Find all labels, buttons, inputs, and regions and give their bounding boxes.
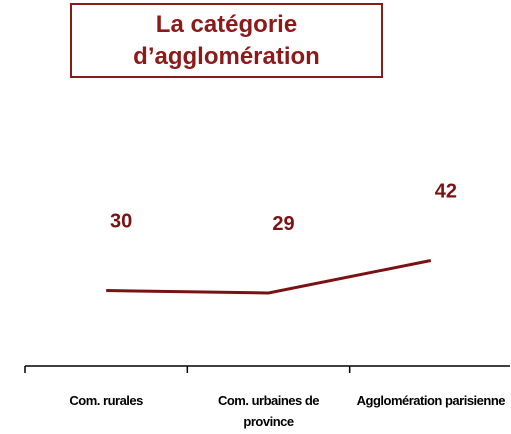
data-label: 42: [435, 181, 457, 203]
x-tick-label: Com. urbaines de province: [217, 393, 320, 429]
data-label: 30: [110, 211, 132, 233]
line: [106, 259, 432, 295]
x-tick-label: Com. rurales: [69, 393, 143, 408]
x-tick-label: Agglomération parisienne: [356, 393, 506, 408]
chart-title: La catégorie d’agglomération: [70, 3, 383, 78]
data-label: 29: [272, 213, 294, 235]
